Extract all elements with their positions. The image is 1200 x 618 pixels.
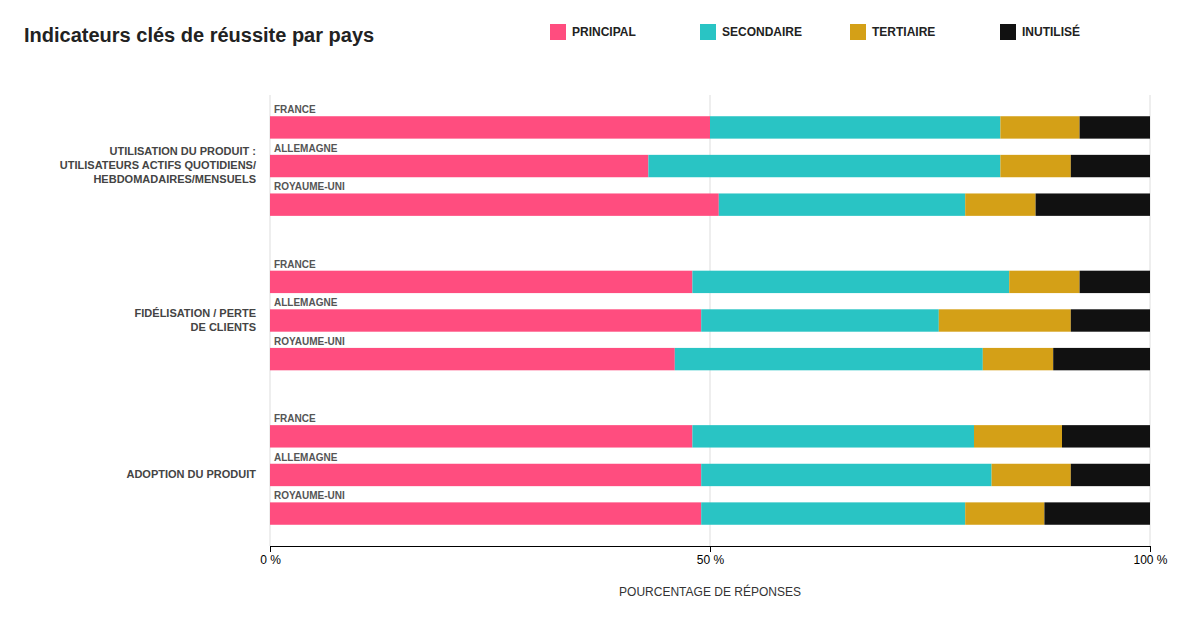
legend-item: PRINCIPAL	[550, 24, 636, 40]
category-label: ALLEMAGNE	[274, 297, 338, 308]
bar-segment	[270, 464, 701, 486]
x-tick: 50 %	[697, 546, 725, 567]
category-label: FRANCE	[274, 259, 316, 270]
legend-swatch	[850, 24, 866, 40]
bar-segment	[710, 116, 1000, 138]
bar-segment	[965, 502, 1044, 524]
bar-segment	[701, 309, 939, 331]
x-tick-mark	[270, 546, 271, 552]
bars	[270, 116, 1150, 525]
bar-segment	[1036, 193, 1150, 215]
bar-segment	[1080, 116, 1150, 138]
bar-segment	[1000, 155, 1070, 177]
series	[270, 116, 719, 525]
x-tick-mark	[710, 546, 711, 552]
legend-swatch	[1000, 24, 1016, 40]
series	[939, 116, 1080, 525]
bar-segment	[692, 425, 974, 447]
legend-label: SECONDAIRE	[722, 25, 802, 39]
group-label-line: ADOPTION DU PRODUIT	[126, 468, 256, 480]
legend: PRINCIPAL SECONDAIRE TERTIAIRE INUTILISÉ	[550, 24, 1080, 40]
x-tick-label: 100 %	[1133, 553, 1167, 567]
bar-segment	[270, 193, 719, 215]
legend-item: TERTIAIRE	[850, 24, 935, 40]
group-label-line: UTILISATION DU PRODUIT :	[110, 145, 256, 157]
x-tick-mark	[1150, 546, 1151, 552]
legend-label: TERTIAIRE	[872, 25, 935, 39]
legend-item: INUTILISÉ	[1000, 24, 1080, 40]
bar-segment	[965, 193, 1035, 215]
category-labels: FRANCE ALLEMAGNE ROYAUME-UNI FRANCE ALLEMAGN…	[274, 104, 345, 501]
legend-swatch	[550, 24, 566, 40]
category-label: ALLEMAGNE	[274, 452, 338, 463]
bar-segment	[1044, 502, 1150, 524]
bar-segment	[270, 271, 692, 293]
bar-segment	[1062, 425, 1150, 447]
category-label: FRANCE	[274, 413, 316, 424]
bar-segment	[1053, 348, 1150, 370]
bar-segment	[270, 425, 692, 447]
category-label: ROYAUME-UNI	[274, 181, 345, 192]
bar-segment	[939, 309, 1071, 331]
bar-segment	[1000, 116, 1079, 138]
x-axis-title: POURCENTAGE DE RÉPONSES	[619, 584, 801, 599]
chart: Indicateurs clés de réussite par pays PRI…	[0, 0, 1200, 618]
bar-segment	[270, 155, 648, 177]
grid	[270, 95, 1150, 546]
group-label: UTILISATION DU PRODUIT : UTILISATEURS ACT…	[60, 145, 256, 185]
bar-segment	[701, 502, 965, 524]
bar-segment	[1071, 155, 1150, 177]
bar-segment	[1009, 271, 1079, 293]
bar-segment	[675, 348, 983, 370]
group-label: ADOPTION DU PRODUIT	[126, 468, 256, 480]
group-label-line: HEBDOMADAIRES/MENSUELS	[93, 173, 256, 185]
group-label-line: UTILISATEURS ACTIFS QUOTIDIENS/	[60, 159, 256, 171]
bar-segment	[1071, 464, 1150, 486]
bar-segment	[1080, 271, 1150, 293]
group-label-line: DE CLIENTS	[191, 320, 256, 332]
group-label-line: FIDÉLISATION / PERTE	[135, 306, 256, 318]
x-axis: 0 % 50 % 100 %	[260, 546, 1168, 567]
title: Indicateurs clés de réussite par pays	[24, 24, 374, 46]
x-axis-line	[271, 547, 1151, 553]
legend-label: PRINCIPAL	[572, 25, 636, 39]
bar-segment	[270, 309, 701, 331]
bar-segment	[701, 464, 991, 486]
x-tick: 0 %	[260, 546, 281, 567]
series	[1036, 116, 1150, 525]
category-label: ROYAUME-UNI	[274, 490, 345, 501]
legend-item: SECONDAIRE	[700, 24, 802, 40]
legend-swatch	[700, 24, 716, 40]
bar-segment	[270, 348, 675, 370]
group-label: FIDÉLISATION / PERTE DE CLIENTS	[135, 306, 256, 332]
x-tick-label: 0 %	[260, 553, 281, 567]
bar-segment	[692, 271, 1009, 293]
category-label: ALLEMAGNE	[274, 143, 338, 154]
group-labels: UTILISATION DU PRODUIT : UTILISATEURS ACT…	[60, 145, 256, 480]
bar-segment	[719, 193, 965, 215]
bar-segment	[1071, 309, 1150, 331]
bar-segment	[270, 116, 710, 138]
bar-segment	[270, 502, 701, 524]
x-tick-label: 50 %	[697, 553, 725, 567]
category-label: FRANCE	[274, 104, 316, 115]
bar-segment	[648, 155, 1000, 177]
bar-segment	[992, 464, 1071, 486]
bar-segment	[983, 348, 1053, 370]
x-tick: 100 %	[1133, 546, 1167, 567]
legend-label: INUTILISÉ	[1022, 24, 1080, 39]
bar-segment	[974, 425, 1062, 447]
category-label: ROYAUME-UNI	[274, 336, 345, 347]
